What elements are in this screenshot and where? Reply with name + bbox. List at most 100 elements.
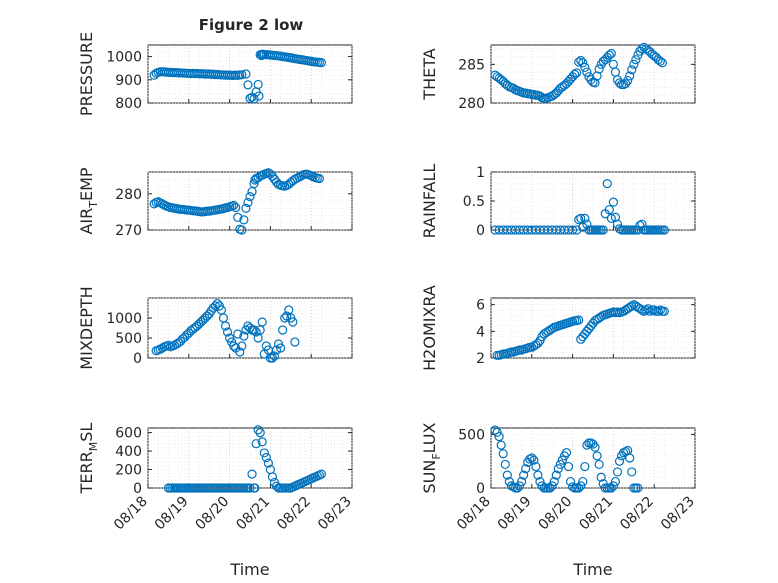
x-tick-label: 08/20 bbox=[193, 494, 233, 534]
subplot-pressure: 800 900 1000 PRESSURE bbox=[77, 32, 353, 116]
data-point bbox=[594, 459, 604, 470]
x-tick-label: 08/21 bbox=[233, 494, 273, 534]
subplot-h2omixra: 2 4 6 H2OMIXRA bbox=[420, 285, 696, 371]
data-point bbox=[527, 453, 537, 463]
data-point bbox=[263, 458, 273, 468]
data-point bbox=[255, 428, 265, 438]
data-point bbox=[553, 464, 563, 474]
data-point bbox=[623, 75, 633, 86]
x-tick-label: 08/21 bbox=[576, 494, 616, 534]
data-point bbox=[314, 173, 324, 184]
subplot-theta: 280 285 THETA bbox=[420, 42, 696, 112]
data-point bbox=[245, 483, 255, 493]
series-air_temp bbox=[149, 168, 324, 235]
y-tick-label: 200 bbox=[115, 463, 142, 479]
series-pressure bbox=[149, 49, 326, 104]
y-tick-label: 0 bbox=[476, 481, 485, 497]
data-point bbox=[239, 331, 249, 341]
data-point bbox=[516, 476, 527, 487]
data-point bbox=[531, 461, 541, 472]
data-point bbox=[629, 59, 639, 69]
data-point bbox=[614, 78, 625, 88]
series-theta bbox=[490, 42, 667, 103]
x-tick-label: 08/23 bbox=[658, 494, 698, 534]
data-point bbox=[290, 337, 300, 347]
subplot-air_temp: 270 280 AIRTEMP bbox=[77, 167, 353, 239]
data-point bbox=[608, 197, 619, 207]
data-point bbox=[529, 455, 539, 465]
x-tick-label: 08/22 bbox=[274, 494, 314, 534]
y-axis-label: THETA bbox=[420, 48, 439, 100]
y-tick-label: 1000 bbox=[106, 311, 142, 327]
data-point bbox=[267, 472, 278, 482]
data-point bbox=[614, 456, 625, 466]
series-terr_msl bbox=[163, 425, 326, 493]
data-point bbox=[306, 171, 316, 181]
data-point bbox=[602, 179, 612, 189]
data-point bbox=[233, 329, 243, 339]
data-point bbox=[490, 425, 500, 435]
x-tick-label: 08/19 bbox=[152, 494, 192, 534]
data-point bbox=[633, 483, 643, 493]
data-point bbox=[212, 299, 222, 309]
data-point bbox=[606, 48, 616, 59]
data-point bbox=[657, 58, 667, 68]
data-point bbox=[574, 214, 584, 225]
series-sun_flux bbox=[490, 425, 643, 493]
data-point bbox=[574, 483, 584, 493]
data-point bbox=[582, 67, 592, 77]
data-point bbox=[612, 467, 623, 477]
data-point bbox=[243, 197, 253, 208]
y-tick-label: 600 bbox=[115, 426, 142, 442]
y-tick-label: 400 bbox=[115, 444, 142, 460]
series-h2omixra bbox=[492, 300, 670, 360]
data-point bbox=[508, 482, 519, 492]
data-point bbox=[580, 213, 590, 223]
data-point bbox=[574, 57, 584, 67]
series-mixdepth bbox=[151, 299, 300, 363]
data-point bbox=[563, 461, 574, 472]
data-point bbox=[533, 338, 543, 348]
data-point bbox=[574, 315, 584, 325]
data-point bbox=[604, 50, 614, 60]
y-tick-label: 2 bbox=[476, 351, 485, 367]
data-point bbox=[608, 481, 619, 491]
data-point bbox=[502, 470, 512, 480]
data-point bbox=[567, 225, 578, 235]
data-point bbox=[235, 347, 245, 357]
data-point bbox=[659, 306, 670, 316]
data-point bbox=[547, 481, 557, 491]
data-point bbox=[627, 467, 637, 477]
data-point bbox=[555, 459, 565, 470]
data-point bbox=[572, 68, 582, 78]
data-point bbox=[500, 459, 510, 470]
data-point bbox=[261, 452, 271, 463]
data-point bbox=[245, 93, 255, 103]
y-axis-label: RAINFALL bbox=[420, 164, 439, 239]
y-tick-label: 270 bbox=[115, 223, 142, 239]
data-point bbox=[576, 213, 586, 223]
data-point bbox=[627, 65, 637, 75]
figure-title: Figure 2 low bbox=[199, 16, 304, 34]
y-tick-label: 500 bbox=[115, 331, 142, 347]
data-point bbox=[592, 451, 602, 461]
y-axis-label: AIRTEMP bbox=[77, 167, 100, 234]
data-point bbox=[627, 301, 637, 311]
y-tick-label: 0 bbox=[133, 351, 142, 367]
data-point bbox=[606, 483, 616, 493]
data-point bbox=[655, 56, 665, 66]
data-point bbox=[519, 470, 529, 480]
data-point bbox=[521, 464, 531, 474]
data-point bbox=[578, 476, 588, 487]
data-point bbox=[257, 317, 267, 327]
data-point bbox=[655, 305, 665, 315]
data-point bbox=[561, 448, 572, 458]
data-point bbox=[565, 476, 576, 487]
data-point bbox=[253, 79, 263, 90]
y-axis-label: MIXDEPTH bbox=[77, 286, 96, 369]
data-point bbox=[525, 454, 535, 464]
data-point bbox=[259, 448, 269, 458]
data-point bbox=[492, 427, 502, 437]
